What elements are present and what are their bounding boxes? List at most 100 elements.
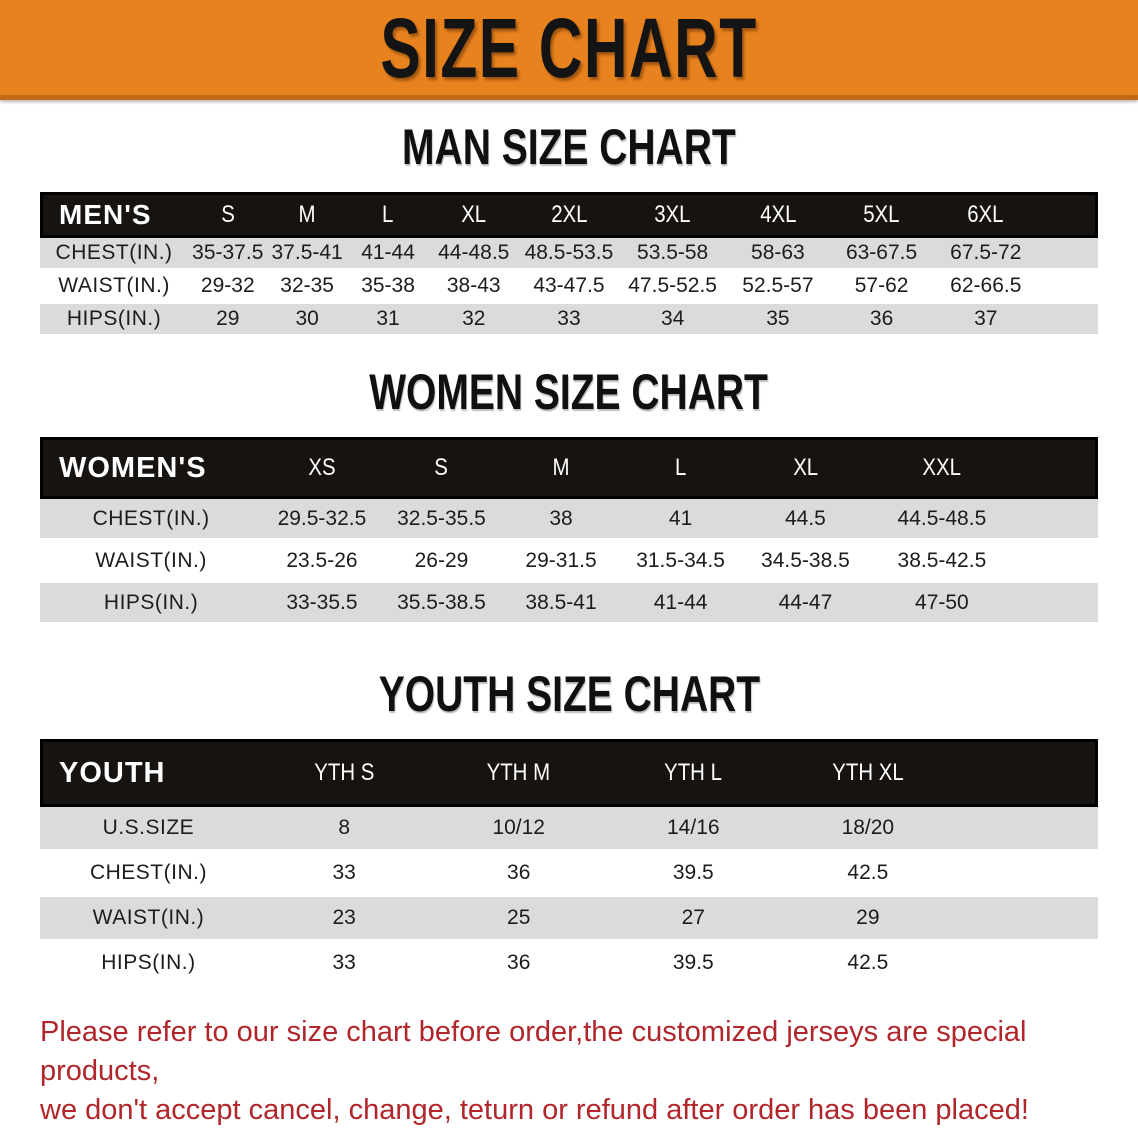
table-row: U.S.SIZE 8 10/12 14/16 18/20 xyxy=(40,807,1098,852)
size-value-cell: 63-67.5 xyxy=(830,238,933,271)
size-column-header: M xyxy=(267,192,347,238)
size-value-cell: 33-35.5 xyxy=(262,583,382,625)
size-value-cell: 36 xyxy=(830,304,933,337)
youth-header-row: YOUTH YTH S YTH M YTH L YTH XL xyxy=(40,739,1098,807)
spacer-cell xyxy=(1013,437,1098,499)
spacer-cell xyxy=(955,739,1098,807)
size-value-cell: 34 xyxy=(619,304,726,337)
size-value-cell: 35 xyxy=(725,304,831,337)
size-value-cell: 67.5-72 xyxy=(932,238,1039,271)
spacer-cell xyxy=(1013,499,1098,541)
measure-row-label: HIPS(IN.) xyxy=(40,304,189,337)
size-value-cell: 44.5 xyxy=(740,499,871,541)
man-size-chart-heading-text: MAN SIZE CHART xyxy=(402,119,736,175)
size-value-cell: 38.5-42.5 xyxy=(870,541,1014,583)
table-row: HIPS(IN.) 33-35.5 35.5-38.5 38.5-41 41-4… xyxy=(40,583,1098,625)
spacer-cell xyxy=(1038,271,1098,304)
size-value-cell: 18/20 xyxy=(780,807,956,852)
size-column-header: 2XL xyxy=(518,192,620,238)
size-value-cell: 32 xyxy=(429,304,519,337)
spacer-cell xyxy=(955,852,1098,897)
spacer-cell xyxy=(955,807,1098,852)
size-value-cell: 33 xyxy=(256,942,432,987)
size-value-cell: 37 xyxy=(932,304,1039,337)
size-value-cell: 23 xyxy=(256,897,432,942)
size-column-header: L xyxy=(620,437,741,499)
size-value-cell: 47.5-52.5 xyxy=(619,271,726,304)
table-row: CHEST(IN.) 29.5-32.5 32.5-35.5 38 41 44.… xyxy=(40,499,1098,541)
women-size-table: WOMEN'S XS S M L XL XXL CHEST(IN.) 29.5-… xyxy=(40,437,1098,625)
size-value-cell: 27 xyxy=(606,897,781,942)
size-value-cell: 41 xyxy=(620,499,741,541)
size-value-cell: 31.5-34.5 xyxy=(620,541,741,583)
size-value-cell: 29 xyxy=(780,897,956,942)
size-value-cell: 39.5 xyxy=(606,942,781,987)
size-value-cell: 53.5-58 xyxy=(619,238,726,271)
men-header-row: MEN'S S M L XL 2XL 3XL 4XL 5XL 6XL xyxy=(40,192,1098,238)
size-value-cell: 43-47.5 xyxy=(518,271,620,304)
size-value-cell: 38 xyxy=(501,499,621,541)
size-column-header: YTH L xyxy=(606,739,781,807)
spacer-cell xyxy=(1038,238,1098,271)
spacer-cell xyxy=(1038,304,1098,337)
size-value-cell: 30 xyxy=(267,304,347,337)
size-value-cell: 57-62 xyxy=(830,271,933,304)
size-value-cell: 39.5 xyxy=(606,852,781,897)
youth-group-label: YOUTH xyxy=(40,739,257,807)
size-value-cell: 35-38 xyxy=(346,271,430,304)
size-value-cell: 29.5-32.5 xyxy=(262,499,382,541)
size-column-header: YTH XL xyxy=(780,739,956,807)
women-header-row: WOMEN'S XS S M L XL XXL xyxy=(40,437,1098,499)
size-column-header: L xyxy=(346,192,430,238)
size-column-header: XXL xyxy=(870,437,1014,499)
disclaimer-line-2: we don't accept cancel, change, teturn o… xyxy=(40,1094,1029,1126)
measure-row-label: CHEST(IN.) xyxy=(40,238,189,271)
table-row: WAIST(IN.) 23.5-26 26-29 29-31.5 31.5-34… xyxy=(40,541,1098,583)
size-value-cell: 36 xyxy=(431,852,606,897)
size-value-cell: 34.5-38.5 xyxy=(740,541,871,583)
size-column-header: 5XL xyxy=(830,192,933,238)
size-column-header: S xyxy=(381,437,502,499)
size-value-cell: 32-35 xyxy=(267,271,347,304)
table-row: HIPS(IN.) 29 30 31 32 33 34 35 36 37 xyxy=(40,304,1098,337)
size-column-header: M xyxy=(501,437,621,499)
measure-row-label: WAIST(IN.) xyxy=(40,897,257,942)
size-value-cell: 41-44 xyxy=(620,583,741,625)
size-value-cell: 48.5-53.5 xyxy=(518,238,620,271)
size-value-cell: 25 xyxy=(431,897,606,942)
spacer-cell xyxy=(955,897,1098,942)
women-size-chart-heading-text: WOMEN SIZE CHART xyxy=(369,364,769,420)
women-group-label: WOMEN'S xyxy=(40,437,263,499)
size-value-cell: 14/16 xyxy=(606,807,781,852)
size-chart-banner: SIZE CHART xyxy=(0,0,1138,100)
measure-row-label: HIPS(IN.) xyxy=(40,583,263,625)
size-value-cell: 38-43 xyxy=(429,271,519,304)
measure-row-label: CHEST(IN.) xyxy=(40,852,257,897)
size-column-header: XS xyxy=(262,437,382,499)
size-value-cell: 35-37.5 xyxy=(188,238,268,271)
youth-size-table: YOUTH YTH S YTH M YTH L YTH XL U.S.SIZE … xyxy=(40,739,1098,987)
men-size-table: MEN'S S M L XL 2XL 3XL 4XL 5XL 6XL CHEST… xyxy=(40,192,1098,337)
size-column-header: 6XL xyxy=(932,192,1039,238)
size-column-header: YTH M xyxy=(431,739,606,807)
men-group-label: MEN'S xyxy=(40,192,189,238)
size-value-cell: 62-66.5 xyxy=(932,271,1039,304)
size-value-cell: 41-44 xyxy=(346,238,430,271)
women-size-chart-heading: WOMEN SIZE CHART xyxy=(0,367,1138,417)
size-column-header: S xyxy=(188,192,268,238)
size-value-cell: 36 xyxy=(431,942,606,987)
table-row: CHEST(IN.) 35-37.5 37.5-41 41-44 44-48.5… xyxy=(40,238,1098,271)
disclaimer: Please refer to our size chart before or… xyxy=(40,1013,1118,1130)
size-value-cell: 26-29 xyxy=(381,541,502,583)
size-value-cell: 29-31.5 xyxy=(501,541,621,583)
size-value-cell: 29-32 xyxy=(188,271,268,304)
measure-row-label: U.S.SIZE xyxy=(40,807,257,852)
size-column-header: XL xyxy=(429,192,519,238)
spacer-cell xyxy=(955,942,1098,987)
spacer-cell xyxy=(1013,583,1098,625)
table-row: WAIST(IN.) 29-32 32-35 35-38 38-43 43-47… xyxy=(40,271,1098,304)
size-value-cell: 42.5 xyxy=(780,852,956,897)
size-value-cell: 33 xyxy=(256,852,432,897)
measure-row-label: WAIST(IN.) xyxy=(40,541,263,583)
size-value-cell: 31 xyxy=(346,304,430,337)
